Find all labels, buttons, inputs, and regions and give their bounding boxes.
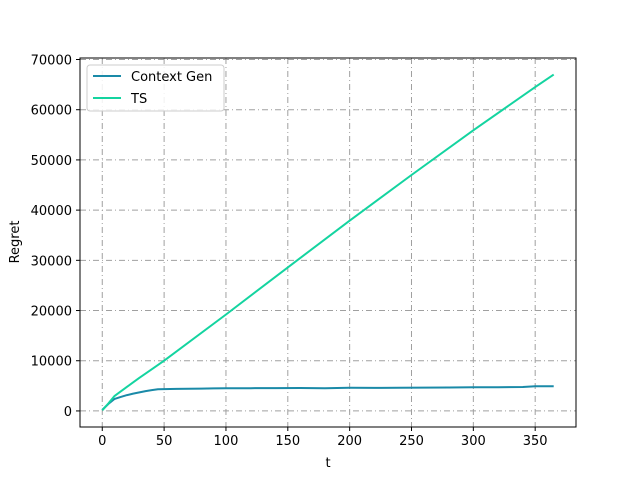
y-tick-label: 20000 — [31, 305, 72, 320]
y-tick-label: 60000 — [31, 104, 72, 119]
x-tick-label: 200 — [337, 434, 362, 449]
legend-label-context-gen: Context Gen — [131, 70, 212, 85]
legend: Context Gen TS — [86, 64, 225, 112]
series-line-ts — [101, 73, 555, 412]
series-line-context-gen — [101, 385, 554, 411]
x-tick-label: 0 — [98, 434, 106, 449]
x-tick-label: 50 — [156, 434, 173, 449]
y-tick-label: 50000 — [31, 154, 72, 169]
x-tick-label: 100 — [214, 434, 239, 449]
x-tick-label: 250 — [399, 434, 424, 449]
series-lines — [101, 73, 555, 412]
x-axis-label: t — [325, 456, 330, 471]
x-tick-label: 350 — [523, 434, 548, 449]
plot-frame — [79, 57, 577, 428]
legend-box — [86, 64, 225, 112]
y-tick-label: 70000 — [31, 54, 72, 69]
x-tick-label: 150 — [275, 434, 300, 449]
x-tick-label: 300 — [461, 434, 486, 449]
y-tick-label: 10000 — [31, 355, 72, 370]
y-tick-label: 40000 — [31, 204, 72, 219]
y-axis-label: Regret — [8, 221, 23, 264]
axis-ticks: 0 50 100 150 200 250 300 350 0 10000 20000 30000 400… — [31, 54, 548, 449]
y-tick-label: 30000 — [31, 254, 72, 269]
y-tick-label: 0 — [64, 405, 72, 420]
legend-label-ts: TS — [130, 92, 147, 107]
